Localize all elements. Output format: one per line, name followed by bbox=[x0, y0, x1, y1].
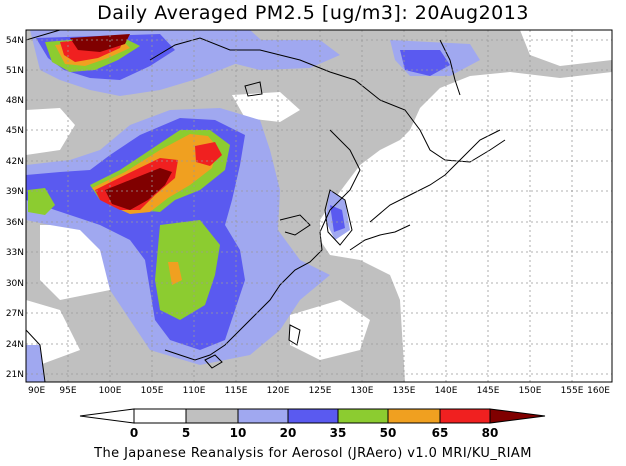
legend-swatch bbox=[237, 408, 289, 424]
lat-label: 36N bbox=[6, 218, 24, 228]
map-credit: The Japanese Reanalysis for Aerosol (JRA… bbox=[94, 446, 532, 461]
legend-label: 10 bbox=[230, 426, 247, 440]
map-title: Daily Averaged PM2.5 [ug/m3]: 20Aug2013 bbox=[97, 2, 529, 24]
legend-labels: 0 5 10 20 35 50 65 80 bbox=[130, 426, 499, 440]
legend-label: 50 bbox=[380, 426, 397, 440]
legend-swatch bbox=[185, 408, 239, 424]
lon-label: 125E bbox=[309, 386, 332, 396]
lat-label: 45N bbox=[6, 126, 24, 136]
lat-label: 54N bbox=[6, 36, 24, 46]
lon-label: 110E bbox=[183, 386, 206, 396]
lat-label: 30N bbox=[6, 279, 24, 289]
legend-swatch bbox=[439, 408, 491, 424]
legend-swatch bbox=[387, 408, 441, 424]
legend-swatch bbox=[287, 408, 339, 424]
grid-lines bbox=[26, 30, 612, 382]
lat-label: 27N bbox=[6, 309, 24, 319]
legend-label: 80 bbox=[482, 426, 499, 440]
lat-label: 24N bbox=[6, 340, 24, 350]
lat-label: 33N bbox=[6, 248, 24, 258]
lon-label: 145E bbox=[477, 386, 500, 396]
color-legend bbox=[79, 408, 546, 424]
lon-label: 140E bbox=[435, 386, 458, 396]
legend-label: 0 bbox=[130, 426, 138, 440]
legend-label: 20 bbox=[280, 426, 297, 440]
lon-label: 100E bbox=[99, 386, 122, 396]
lon-label: 150E bbox=[519, 386, 542, 396]
legend-arrow-high bbox=[489, 408, 546, 424]
lat-label: 51N bbox=[6, 66, 24, 76]
level-80-region bbox=[70, 34, 172, 210]
lon-label: 95E bbox=[59, 386, 76, 396]
legend-label: 65 bbox=[432, 426, 449, 440]
legend-swatch bbox=[133, 408, 187, 424]
lon-label: 130E bbox=[351, 386, 374, 396]
lon-label: 90E bbox=[28, 386, 45, 396]
longitude-labels: 90E 95E 100E 105E 110E 115E 120E 125E 13… bbox=[28, 386, 610, 396]
plot-frame bbox=[25, 29, 613, 383]
lat-label: 39N bbox=[6, 187, 24, 197]
lon-label: 135E bbox=[393, 386, 416, 396]
latitude-labels: 54N 51N 48N 45N 42N 39N 36N 33N 30N 27N … bbox=[6, 36, 24, 380]
legend-swatch bbox=[337, 408, 389, 424]
lat-label: 48N bbox=[6, 96, 24, 106]
lat-label: 21N bbox=[6, 370, 24, 380]
lon-label: 105E bbox=[141, 386, 164, 396]
lon-label: 120E bbox=[267, 386, 290, 396]
legend-label: 35 bbox=[330, 426, 347, 440]
concentration-field bbox=[26, 30, 612, 382]
lon-label: 160E bbox=[587, 386, 610, 396]
legend-label: 5 bbox=[182, 426, 190, 440]
legend-arrow-low bbox=[79, 408, 135, 424]
lon-label: 155E bbox=[561, 386, 584, 396]
lat-label: 42N bbox=[6, 157, 24, 167]
lon-label: 115E bbox=[225, 386, 248, 396]
